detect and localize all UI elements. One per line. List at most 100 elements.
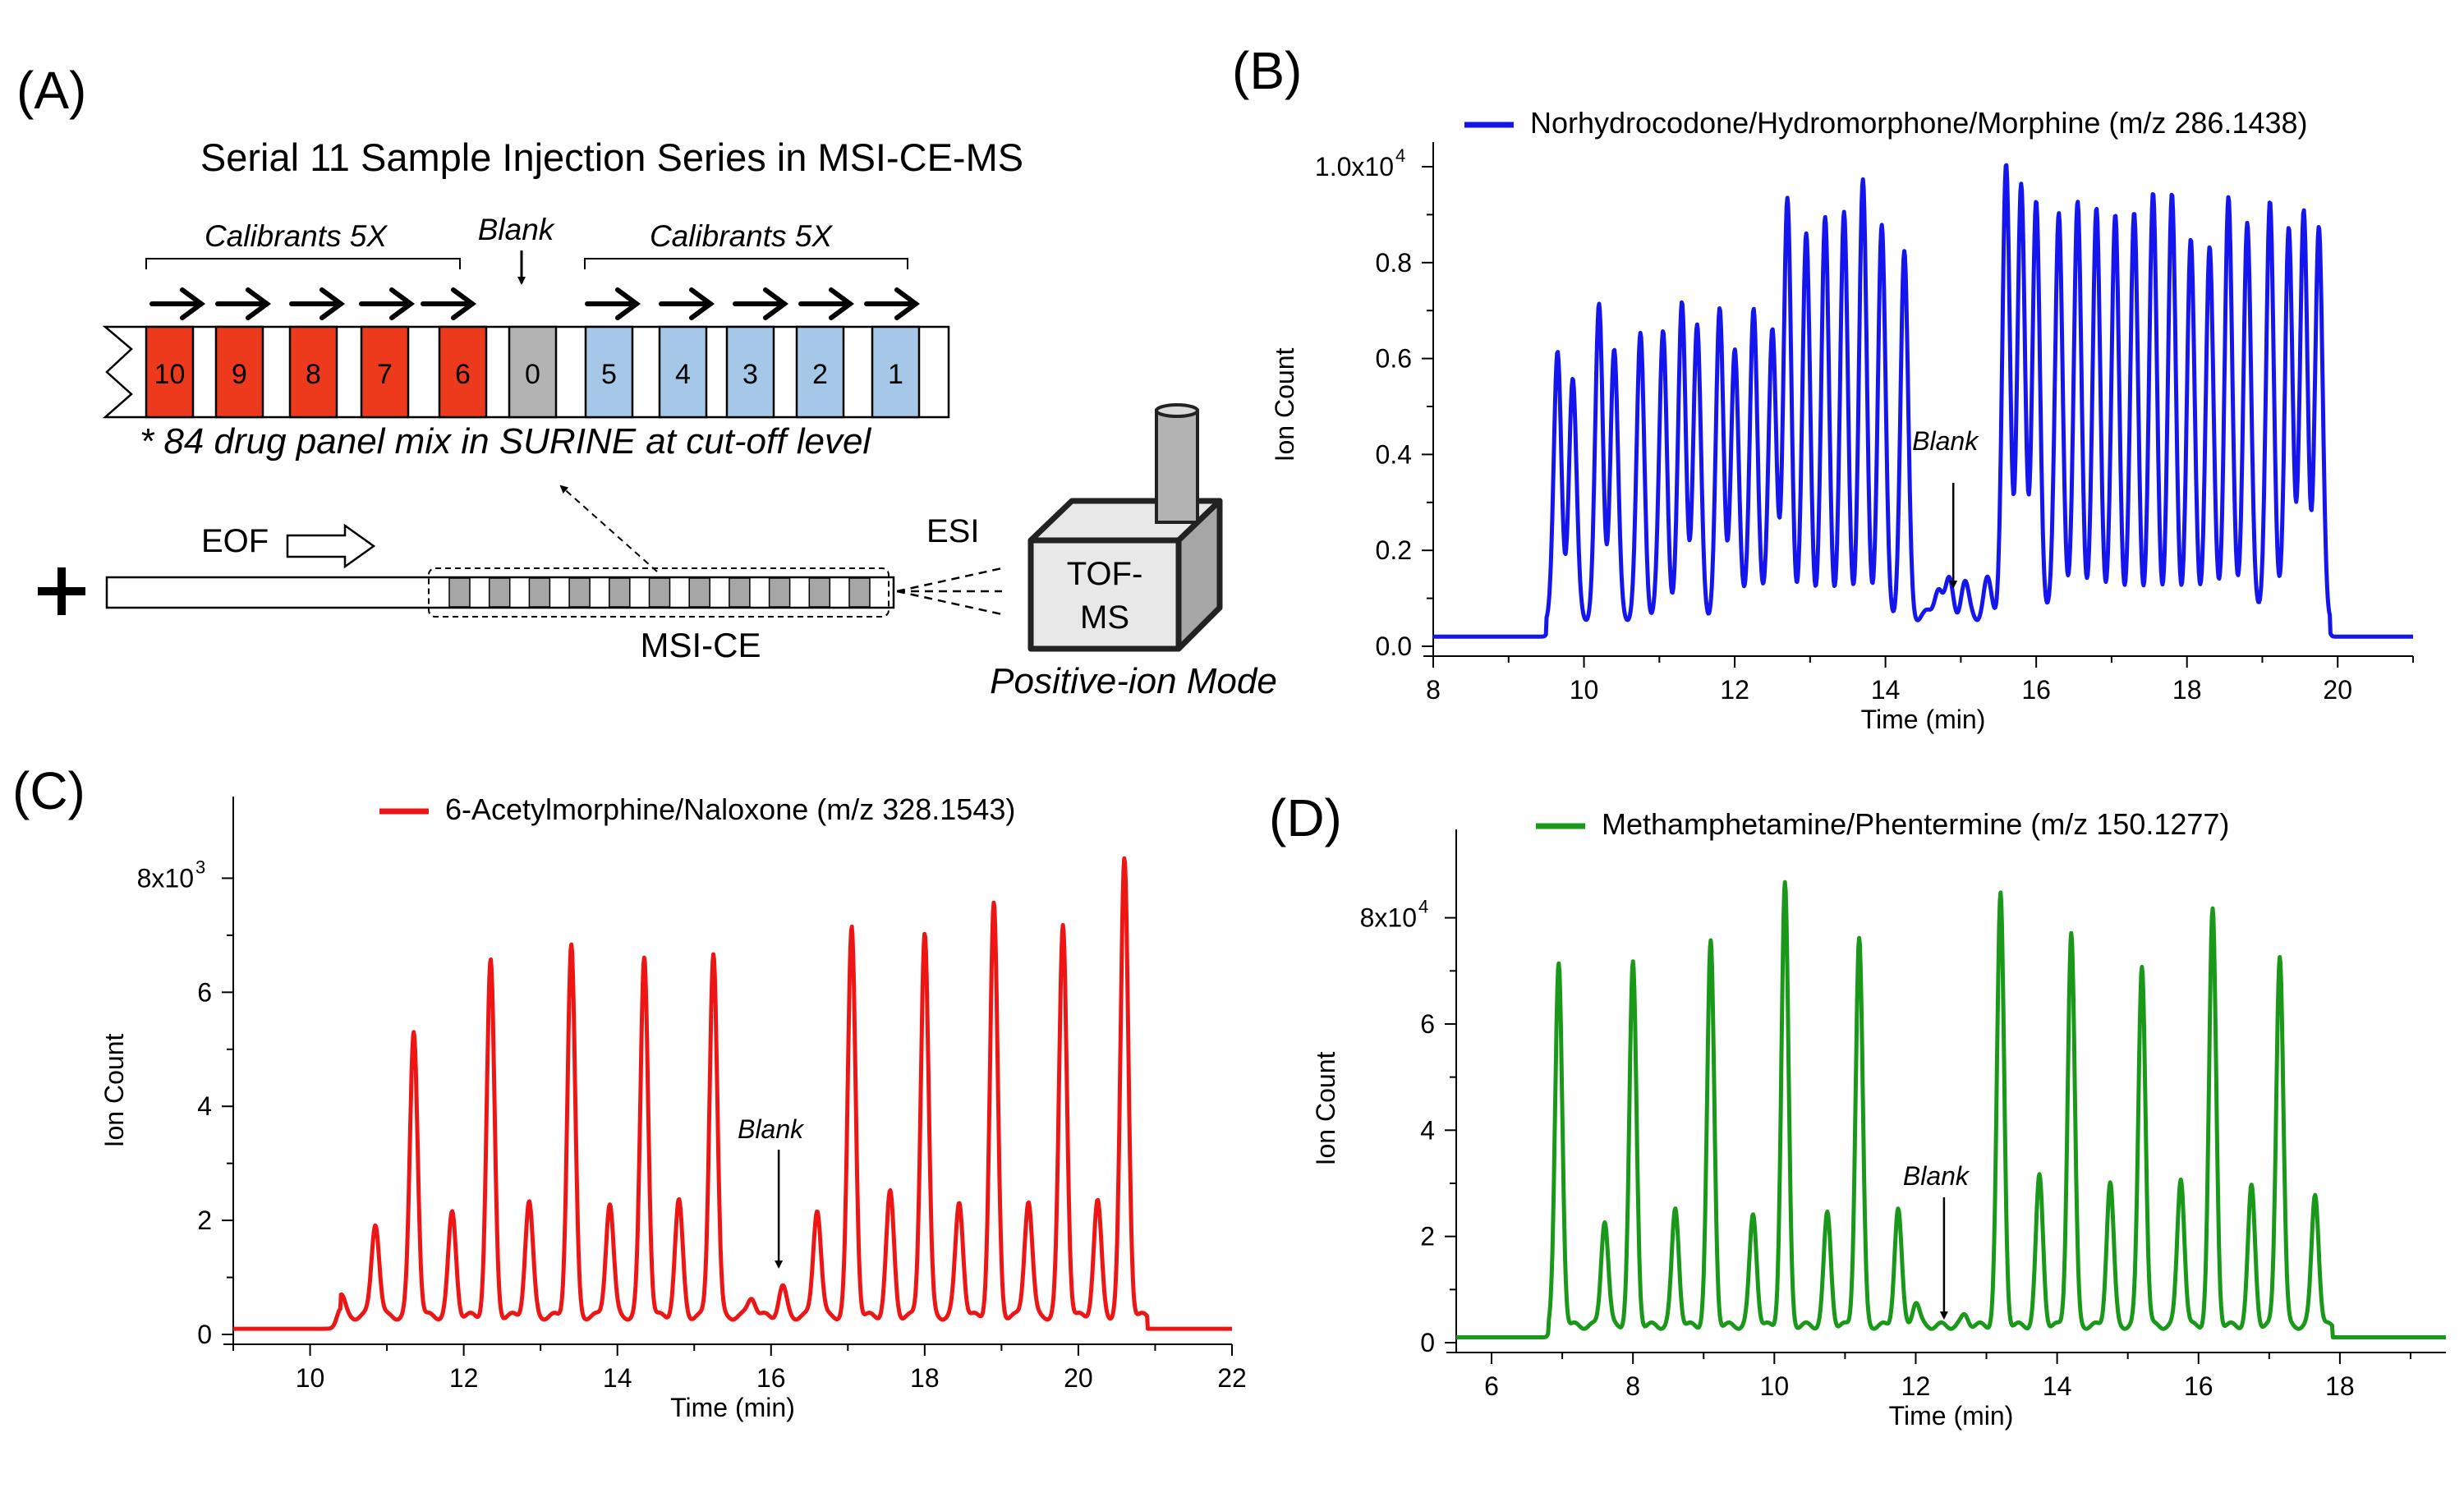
arrow-icon (864, 287, 921, 320)
sample-plug (488, 577, 511, 608)
y-axis-title: Ion Count (1311, 1052, 1340, 1166)
y-tick-label: 2 (1420, 1222, 1435, 1251)
x-tick-label: 18 (2325, 1371, 2355, 1401)
panel-a-schematic: (A) Serial 11 Sample Injection Series in… (16, 61, 1277, 701)
y-tick-label: 0 (197, 1320, 212, 1349)
arrow-icon (421, 287, 477, 320)
signal-trace (1455, 879, 2448, 1339)
group-label-left: Calibrants 5X (205, 219, 388, 253)
x-tick-label: 10 (1570, 675, 1599, 705)
panel-a-title: Serial 11 Sample Injection Series in MSI… (200, 135, 1023, 179)
esi-label: ESI (926, 513, 979, 549)
arrow-icon (359, 287, 416, 320)
x-tick-label: 10 (296, 1363, 325, 1393)
anode-plus-icon (38, 567, 85, 615)
y-tick-label: 2 (197, 1206, 212, 1235)
x-tick-label: 14 (603, 1363, 632, 1393)
x-tick-label: 16 (2184, 1371, 2213, 1401)
x-tick-label: 18 (910, 1363, 940, 1393)
injection-strip: 10 9 8 7 6 0 5 4 3 2 1 (102, 325, 950, 419)
panel-label: (D) (1269, 788, 1342, 847)
segment-0 (508, 325, 558, 419)
segment-label: 8 (306, 359, 321, 390)
y-tick-label: 1.0x10 (1315, 152, 1394, 181)
mode-label: Positive-ion Mode (990, 661, 1277, 701)
segment-3 (725, 325, 775, 419)
y-exponent: 4 (1418, 897, 1428, 917)
x-tick-label: 20 (2323, 675, 2352, 705)
segment-label: 0 (525, 359, 540, 390)
ms-label-line2: MS (1080, 599, 1129, 636)
x-axis-title: Time (min) (1889, 1401, 2014, 1431)
blank-label-a: Blank (478, 213, 556, 246)
y-tick-label: 6 (197, 977, 212, 1007)
sample-plug (448, 577, 471, 608)
eof-label: EOF (201, 523, 269, 559)
x-tick-label: 10 (1760, 1371, 1790, 1401)
capillary-label: MSI-CE (641, 626, 761, 664)
sample-plug (528, 577, 551, 608)
esi-spray-icon (896, 567, 1003, 616)
sample-plug (688, 577, 710, 608)
sample-note: * 84 drug panel mix in SURINE at cut-off… (140, 421, 871, 462)
segment-6 (438, 325, 488, 419)
segment-4 (658, 325, 708, 419)
y-tick-label: 4 (197, 1091, 212, 1121)
blank-annotation: Blank (1903, 1161, 1970, 1191)
sample-plug (609, 577, 631, 608)
panel-label-a: (A) (16, 61, 86, 120)
blank-annotation: Blank (738, 1114, 805, 1144)
x-tick-label: 12 (1901, 1371, 1931, 1401)
segment-label: 1 (888, 359, 903, 390)
segment-label: 10 (154, 359, 186, 390)
y-exponent: 4 (1395, 145, 1405, 166)
segment-5 (584, 325, 634, 419)
x-tick-label: 8 (1625, 1371, 1640, 1401)
panel-label: (C) (12, 761, 85, 820)
segment-9 (214, 325, 264, 419)
arrow-icon (215, 287, 272, 320)
y-axis-title: Ion Count (1270, 348, 1299, 462)
sample-plug (648, 577, 671, 608)
y-tick-label: 0.2 (1376, 535, 1412, 565)
chart-panel-c: (C) 10 12 14 16 18 20 22 0 2 4 6 8x10 3 Time (min) Ion … (12, 761, 1247, 1422)
segment-1 (871, 325, 921, 419)
y-tick-label: 6 (1420, 1009, 1435, 1039)
segment-2 (795, 325, 845, 419)
segment-label: 6 (455, 359, 471, 390)
y-tick-label: 0.0 (1376, 631, 1412, 661)
y-tick-label: 8x10 (137, 863, 194, 893)
segment-label: 3 (742, 359, 758, 390)
y-tick-label: 4 (1420, 1115, 1435, 1145)
x-tick-label: 6 (1484, 1371, 1499, 1401)
x-tick-label: 18 (2172, 675, 2202, 705)
x-axis-title: Time (min) (670, 1393, 795, 1422)
tof-ms-icon (1027, 403, 1223, 652)
blank-annotation: Blank (1912, 426, 1979, 456)
sample-plug (808, 577, 831, 608)
arrow-icon (798, 287, 855, 320)
legend-label: Norhydrocodone/Hydromorphone/Morphine (m… (1530, 106, 2308, 140)
sample-zone-box (428, 567, 890, 618)
segment-label: 2 (812, 359, 828, 390)
signal-trace (232, 856, 1234, 1331)
segment-7 (360, 325, 410, 419)
x-tick-label: 12 (449, 1363, 479, 1393)
group-bracket-right (584, 258, 908, 269)
arrow-icon (289, 287, 346, 320)
y-tick-label: 8x10 (1360, 903, 1417, 933)
segment-label: 9 (232, 359, 247, 390)
arrow-icon (585, 287, 641, 320)
x-tick-label: 14 (1871, 675, 1901, 705)
direction-arrows (149, 287, 921, 320)
x-tick-label: 14 (2043, 1371, 2072, 1401)
panel-label: (B) (1232, 41, 1302, 100)
ms-label-line1: TOF- (1067, 556, 1143, 592)
segment-8 (288, 325, 338, 419)
y-tick-label: 0.6 (1376, 344, 1412, 374)
eof-arrow-icon (286, 523, 376, 569)
y-tick-label: 0.4 (1376, 439, 1412, 469)
zoom-pointer (559, 485, 658, 572)
